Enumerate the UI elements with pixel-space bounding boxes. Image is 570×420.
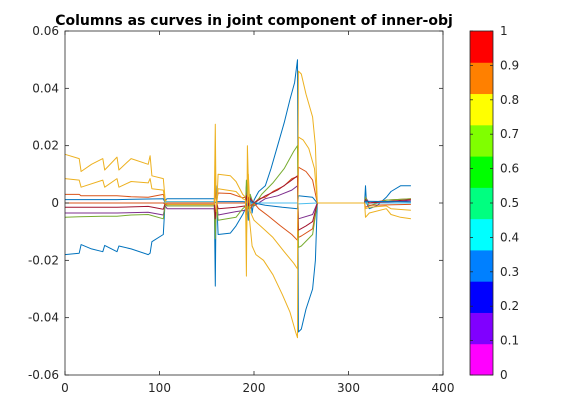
colorbar-tick-label: 0.4 xyxy=(500,230,519,244)
colorbar-band xyxy=(470,93,493,126)
colorbar-band xyxy=(470,249,493,282)
colorbar-tick-label: 0.7 xyxy=(500,127,519,141)
y-tick-label: 0 xyxy=(51,196,59,210)
y-tick-label: -0.04 xyxy=(28,311,59,325)
colorbar-band xyxy=(470,124,493,157)
x-tick-label: 100 xyxy=(148,381,171,395)
colorbar-band xyxy=(470,218,493,251)
series-group xyxy=(64,59,411,339)
colorbar-bands xyxy=(470,31,493,376)
x-tick-label: 200 xyxy=(243,381,266,395)
chart-title: Columns as curves in joint component of … xyxy=(55,13,453,29)
y-axis-ticks: -0.06 -0.04 -0.02 0 0.02 0.04 0.06 xyxy=(28,24,443,382)
colorbar-tick-label: 0.6 xyxy=(500,162,519,176)
colorbar-band xyxy=(470,281,493,313)
x-tick-label: 300 xyxy=(337,381,360,395)
y-tick-label: 0.02 xyxy=(32,139,59,153)
colorbar-band xyxy=(470,31,493,63)
y-tick-label: -0.06 xyxy=(28,368,59,382)
y-tick-label: -0.02 xyxy=(28,253,59,267)
y-tick-label: 0.06 xyxy=(32,24,59,38)
colorbar-tick-label: 0.3 xyxy=(500,265,519,279)
series-line-3 xyxy=(64,70,411,339)
x-tick-label: 400 xyxy=(432,381,455,395)
colorbar-tick-label: 0.5 xyxy=(500,196,519,210)
x-tick-label: 0 xyxy=(61,381,69,395)
x-axis-ticks: 0 100 200 300 400 xyxy=(61,31,454,395)
colorbar-band xyxy=(470,187,493,220)
colorbar-tick-label: 0.8 xyxy=(500,93,519,107)
plot-area: 0 100 200 300 400 -0.06 -0.04 -0.02 0 0.02 0.04 0.… xyxy=(28,24,455,395)
colorbar-band xyxy=(470,312,493,345)
series-line-10 xyxy=(64,136,411,270)
colorbar: 0 0.1 0.2 0.3 0.4 0.5 0.6 0.7 0.8 0.9 1 xyxy=(469,24,519,382)
colorbar-tick-label: 1 xyxy=(500,24,508,38)
colorbar-tick-label: 0 xyxy=(500,368,508,382)
colorbar-band xyxy=(470,343,493,376)
colorbar-band xyxy=(470,156,493,188)
y-tick-label: 0.04 xyxy=(32,81,59,95)
colorbar-tick-label: 0.9 xyxy=(500,58,519,72)
colorbar-tick-label: 0.1 xyxy=(500,334,519,348)
colorbar-band xyxy=(470,62,493,95)
colorbar-tick-label: 0.2 xyxy=(500,299,519,313)
colorbar-ticks: 0 0.1 0.2 0.3 0.4 0.5 0.6 0.7 0.8 0.9 1 xyxy=(470,24,519,382)
